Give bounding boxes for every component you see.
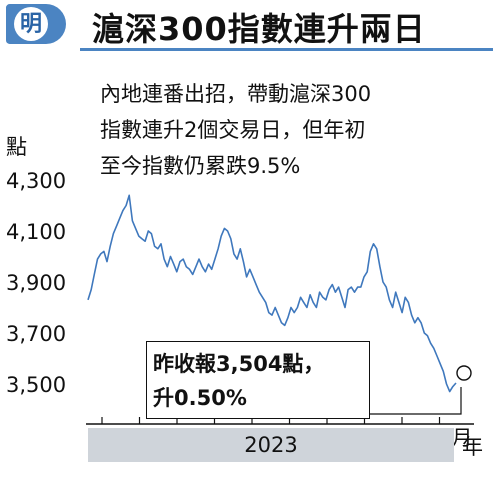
y-tick-label: 3,900: [6, 271, 66, 295]
callout-line-2: 升0.50%: [153, 386, 247, 410]
y-tick-label: 4,300: [6, 169, 66, 193]
last-point-marker: [456, 365, 472, 381]
closing-value-callout: 昨收報3,504點， 升0.50%: [146, 341, 370, 419]
year-label: 2023: [244, 433, 298, 457]
logo-text: 明: [19, 11, 42, 37]
header: 明 滬深300指數連升兩日: [0, 0, 493, 52]
note-line-2: 指數連升2個交易日，但年初: [100, 118, 366, 142]
logo-circle: [14, 7, 48, 41]
y-axis-unit-label: 點: [6, 135, 27, 159]
series-line: [87, 194, 457, 393]
callout-line-1: 昨收報3,504點，: [153, 352, 325, 376]
brand-logo: 明: [6, 4, 66, 44]
y-tick-label: 3,500: [6, 373, 66, 397]
x-axis-unit-label: 月: [452, 426, 473, 450]
y-tick-label: 4,100: [6, 220, 66, 244]
note-line-3: 至今指數仍累跌9.5%: [100, 154, 301, 178]
year-band: 2023: [88, 428, 454, 462]
header-rule: [80, 48, 493, 51]
note-line-1: 內地連番出招，帶動滬深300: [100, 82, 372, 106]
y-tick-label: 3,700: [6, 322, 66, 346]
chart-title: 滬深300指數連升兩日: [92, 10, 426, 48]
chart-note: 內地連番出招，帶動滬深300 指數連升2個交易日，但年初 至今指數仍累跌9.5%: [100, 76, 492, 184]
year-unit-label: 年: [462, 435, 483, 459]
